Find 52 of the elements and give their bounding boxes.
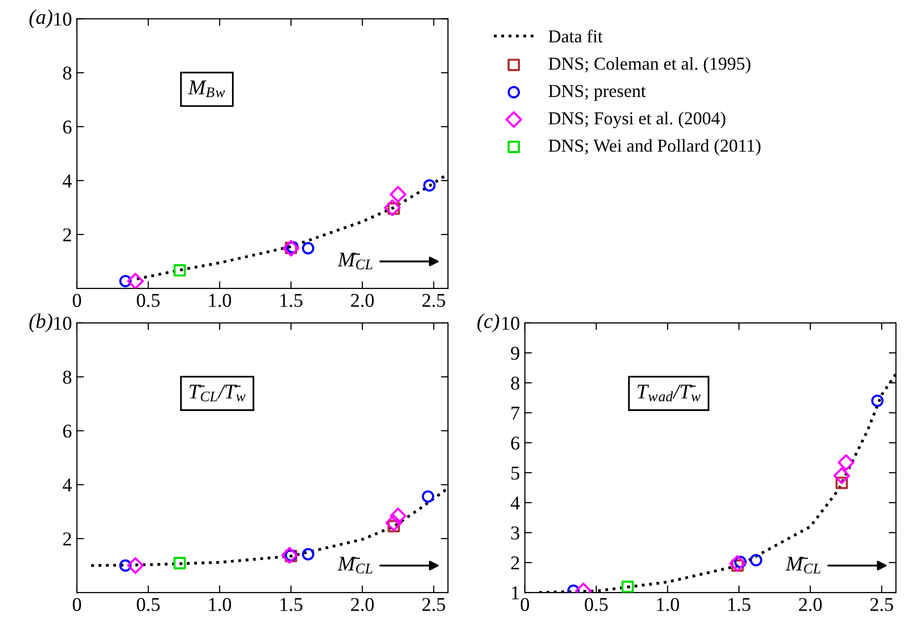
y-tick-label: 8: [63, 66, 72, 80]
chart-title: (b): [29, 313, 52, 332]
x-tick-label: 1.0: [209, 294, 232, 308]
y-tick-label: 4: [62, 174, 72, 188]
y-tick-label: 10: [54, 316, 72, 330]
y-tick-label: 1: [512, 586, 519, 600]
annotation: M̄$_{CL}$: [337, 252, 372, 270]
x-tick-label: 1.5: [728, 598, 750, 612]
y-tick-label: 5: [511, 466, 520, 480]
legend-label: Data fit: [548, 30, 603, 42]
y-tick-label: 2: [63, 532, 71, 546]
annotation: M̄$_{CL}$: [785, 556, 820, 574]
legend-label: DNS; Foysi et al. (2004): [548, 112, 726, 128]
annotation: M$_{Bw}$: [188, 80, 225, 98]
x-tick-label: 0.5: [584, 598, 608, 612]
y-tick-label: 10: [502, 316, 520, 330]
legend-label: DNS; Coleman et al. (1995): [548, 57, 750, 74]
x-tick-label: 1.0: [657, 598, 680, 612]
y-tick-label: 4: [62, 478, 72, 492]
legend-label: DNS; Wei and Pollard (2011): [548, 139, 760, 156]
annotation: T̄$_{CL}$/T̄$_{w}$: [190, 384, 246, 402]
y-tick-label: 10: [54, 12, 72, 26]
y-tick-label: 3: [511, 526, 520, 540]
y-tick-label: 8: [63, 370, 72, 384]
x-tick-label: 1.5: [280, 294, 302, 308]
annotation: M̄$_{CL}$: [337, 556, 372, 574]
x-tick-label: 0.5: [136, 294, 160, 308]
y-tick-label: 6: [63, 120, 72, 134]
chart-title: (c): [477, 313, 500, 332]
x-tick-label: 2.0: [351, 294, 374, 308]
x-tick-label: 2.5: [422, 294, 446, 308]
x-tick-label: 2.0: [799, 598, 822, 612]
x-tick-label: 1.5: [280, 598, 302, 612]
x-tick-label: 0: [520, 598, 530, 612]
x-tick-label: 2.0: [351, 598, 374, 612]
legend-label: DNS; present: [548, 84, 646, 101]
y-tick-label: 9: [510, 346, 520, 360]
chart-title: (a): [29, 9, 52, 28]
y-tick-label: 6: [63, 424, 72, 438]
x-tick-label: 2.5: [422, 598, 446, 612]
y-tick-label: 2: [511, 556, 519, 570]
y-tick-label: 2: [63, 228, 71, 242]
x-tick-label: 0: [72, 598, 82, 612]
annotation: T$_{wad}$/T̄$_{w}$: [638, 384, 701, 402]
y-tick-label: 8: [511, 376, 520, 390]
x-tick-label: 1.0: [209, 598, 232, 612]
y-tick-label: 4: [510, 496, 520, 510]
x-tick-label: 0.5: [136, 598, 160, 612]
x-tick-label: 0: [72, 294, 82, 307]
x-tick-label: 2.5: [870, 598, 894, 612]
y-tick-label: 6: [511, 436, 520, 450]
y-tick-label: 7: [512, 406, 520, 420]
